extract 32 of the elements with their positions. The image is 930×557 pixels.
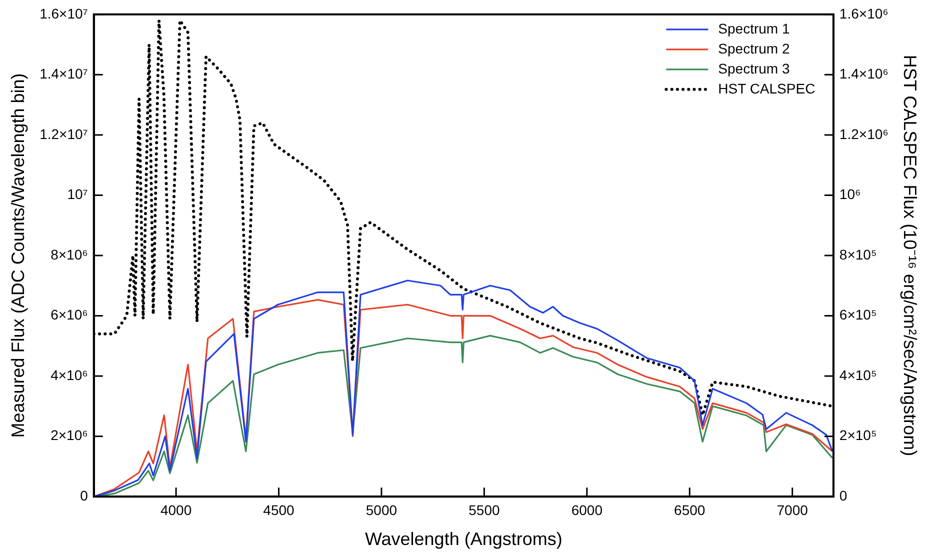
y2-axis-title: HST CALSPEC Flux (10⁻¹⁶ erg/cm²/sec/Angstrom) <box>900 54 920 456</box>
x-tick-label: 7000 <box>776 502 808 518</box>
y-tick-label: 1.6×10⁷ <box>40 5 88 22</box>
y2-tick-label: 0 <box>839 487 848 504</box>
y2-tick-label: 4×10⁵ <box>839 366 877 383</box>
y2-tick-label: 8×10⁵ <box>839 246 877 262</box>
legend-label: Spectrum 2 <box>718 40 790 56</box>
y2-tick-label: 1.4×10⁶ <box>839 66 888 82</box>
y-tick-label: 4×10⁶ <box>50 366 88 383</box>
x-tick-label: 5500 <box>468 502 500 518</box>
y2-tick-label: 2×10⁵ <box>839 427 877 444</box>
x-tick-label: 4500 <box>263 502 295 518</box>
x-axis-title: Wavelength (Angstroms) <box>364 529 562 550</box>
x-tick-label: 4000 <box>160 502 192 518</box>
y2-tick-label: 6×10⁵ <box>839 306 877 323</box>
legend-label: Spectrum 1 <box>718 20 790 36</box>
y-tick-label: 2×10⁶ <box>50 427 88 444</box>
y2-tick-label: 10⁶ <box>839 186 861 202</box>
x-tick-label: 5000 <box>366 502 398 518</box>
legend-label: HST CALSPEC <box>718 80 816 96</box>
y-tick-label: 6×10⁶ <box>50 306 88 323</box>
y-tick-label: 10⁷ <box>67 186 88 202</box>
y-tick-label: 1.4×10⁷ <box>40 66 88 82</box>
legend-label: Spectrum 3 <box>718 60 790 76</box>
x-tick-label: 6000 <box>571 502 603 518</box>
y-tick-label: 8×10⁶ <box>50 246 88 262</box>
y-tick-label: 0 <box>80 487 88 504</box>
x-tick-label: 6500 <box>674 502 706 518</box>
y2-tick-label: 1.6×10⁶ <box>839 5 888 22</box>
y2-tick-label: 1.2×10⁶ <box>839 126 888 142</box>
y-axis-title: Measured Flux (ADC Counts/Wavelength bin) <box>8 73 28 438</box>
y-tick-label: 1.2×10⁷ <box>40 126 88 142</box>
